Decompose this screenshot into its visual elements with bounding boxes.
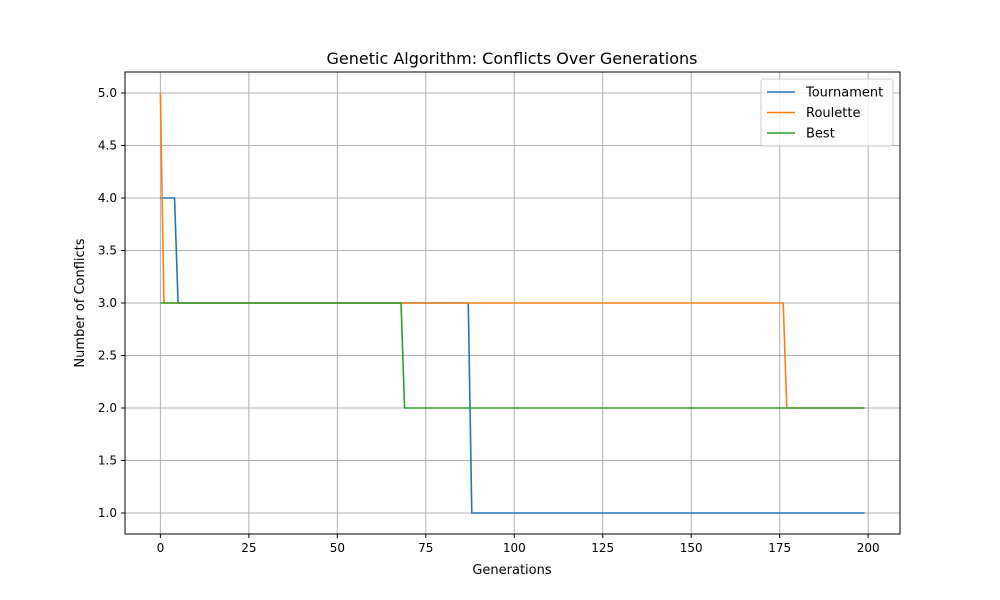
legend-label-roulette: Roulette <box>806 106 860 121</box>
legend: Tournament Roulette Best <box>760 78 894 147</box>
y-tick-label: 4.0 <box>98 191 117 205</box>
x-tick-label: 175 <box>768 541 791 555</box>
y-tick-label: 2.5 <box>98 349 117 363</box>
series-line-best <box>160 302 865 409</box>
series-lines <box>159 92 865 514</box>
y-tick-label: 2.0 <box>98 401 117 415</box>
y-axis-ticks: 1.0 1.5 2.0 2.5 3.0 3.5 4.0 4.5 5.0 <box>98 86 125 520</box>
y-tick-label: 4.5 <box>98 139 117 153</box>
x-tick-label: 0 <box>157 541 165 555</box>
y-tick-label: 5.0 <box>98 86 117 100</box>
chart-title: Genetic Algorithm: Conflicts Over Genera… <box>327 49 698 68</box>
x-tick-label: 100 <box>503 541 526 555</box>
y-tick-label: 1.5 <box>98 454 117 468</box>
legend-label-best: Best <box>806 127 835 142</box>
x-tick-label: 125 <box>591 541 614 555</box>
x-tick-label: 200 <box>857 541 880 555</box>
y-axis-label: Number of Conflicts <box>73 238 88 367</box>
x-tick-label: 50 <box>330 541 345 555</box>
x-tick-label: 75 <box>418 541 433 555</box>
legend-label-tournament: Tournament <box>805 86 883 101</box>
y-tick-label: 1.0 <box>98 506 117 520</box>
x-axis-label: Generations <box>472 563 552 578</box>
x-tick-label: 25 <box>241 541 256 555</box>
x-axis-ticks: 0 25 50 75 100 125 150 175 200 <box>157 534 880 555</box>
y-tick-label: 3.0 <box>98 296 117 310</box>
legend-box <box>760 78 894 147</box>
y-tick-label: 3.5 <box>98 244 117 258</box>
x-tick-label: 150 <box>680 541 703 555</box>
